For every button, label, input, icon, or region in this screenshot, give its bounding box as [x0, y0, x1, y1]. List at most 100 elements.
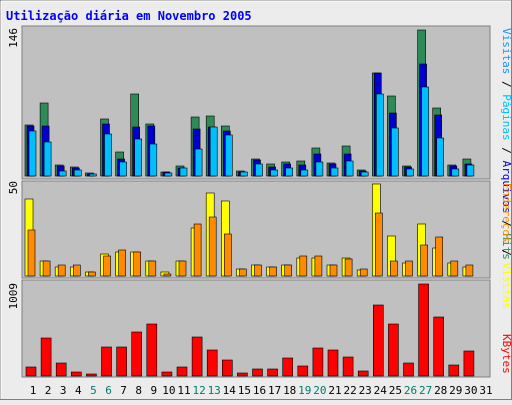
sites-bar	[254, 264, 262, 277]
kbytes-bar	[101, 346, 112, 377]
day-label: 1	[30, 384, 37, 397]
day-label: 7	[120, 384, 127, 397]
kbytes-bar	[55, 362, 67, 377]
pages-bar	[255, 163, 263, 177]
kbytes-bar	[206, 349, 218, 377]
chart-title: Utilização diária em Novembro 2005	[6, 9, 252, 23]
pages-bar	[89, 173, 97, 177]
bar-layer	[24, 29, 475, 377]
pages-bar	[74, 169, 82, 177]
bottom-panel-background	[21, 279, 491, 378]
middle-panel-legend: Endereços / Visitas	[500, 183, 512, 309]
sites-bar	[239, 268, 247, 277]
sites-bar	[405, 260, 413, 277]
sites-bar	[329, 264, 338, 277]
pages-bar	[194, 148, 203, 177]
day-label: 2	[45, 384, 52, 397]
day-label: 26	[404, 384, 417, 397]
day-label: 31	[479, 384, 492, 397]
day-label: 14	[223, 384, 237, 397]
sites-bar	[163, 273, 172, 277]
kbytes-bar	[388, 323, 399, 377]
sites-bar	[42, 260, 51, 277]
day-label: 10	[162, 384, 175, 397]
kbytes-bar	[71, 371, 82, 377]
kbytes-bar	[176, 366, 188, 377]
kbytes-bar	[222, 359, 233, 377]
sites-bar	[103, 255, 111, 277]
sites-bar	[57, 264, 66, 277]
sites-bar	[284, 264, 293, 277]
day-label: 11	[177, 384, 190, 397]
day-label: 5	[90, 384, 97, 397]
pages-bar	[421, 86, 429, 177]
legend-part: /	[500, 141, 512, 161]
day-label: 12	[192, 384, 205, 397]
pages-bar	[270, 169, 278, 177]
top-panel-ymax-label: 146	[7, 28, 20, 48]
day-label: 28	[434, 384, 447, 397]
kbytes-bar	[237, 372, 248, 377]
kbytes-bar	[357, 370, 369, 377]
day-label: 29	[449, 384, 462, 397]
sites-bar	[359, 268, 368, 277]
pages-bar	[179, 167, 188, 177]
x-axis-day-labels: 1 2 3 4 5 6 7 8 9 10 11 12 13 14 15 16 17 18 19 20 21 22 23 24 2…	[30, 384, 493, 397]
sites-bar	[133, 251, 141, 277]
day-label: 16	[253, 384, 266, 397]
pages-bar	[466, 164, 475, 177]
pages-bar	[58, 170, 67, 177]
pages-bar	[391, 127, 399, 177]
pages-bar	[360, 171, 369, 177]
sites-bar	[73, 264, 81, 277]
day-label: 27	[419, 384, 432, 397]
kbytes-bar	[146, 323, 158, 377]
sites-bar	[344, 258, 353, 277]
kbytes-bar	[342, 356, 354, 377]
legend-part: Arquivos	[500, 160, 512, 213]
day-label: 30	[464, 384, 477, 397]
pages-bar	[240, 171, 248, 177]
day-label: 23	[359, 384, 372, 397]
legend-part: Endereços	[500, 183, 512, 243]
sites-bar	[420, 244, 428, 277]
legend-part: /	[500, 243, 512, 263]
kbytes-bar	[403, 362, 414, 377]
top-panel-background	[21, 25, 491, 180]
legend-part: Visitas	[500, 28, 512, 74]
kbytes-bar	[116, 346, 127, 377]
kbytes-bar	[252, 368, 263, 377]
pages-bar	[134, 138, 142, 177]
pages-bar	[451, 168, 460, 177]
pages-bar	[209, 126, 218, 177]
sites-bar	[148, 260, 157, 277]
pages-bar	[330, 167, 339, 177]
day-label: 25	[389, 384, 402, 397]
pages-bar	[43, 141, 52, 177]
pages-bar	[345, 160, 354, 177]
legend-part: /	[500, 74, 512, 94]
sites-bar	[178, 260, 187, 277]
kbytes-bar	[161, 371, 173, 377]
kbytes-bar	[312, 347, 324, 377]
sites-bar	[435, 236, 444, 277]
legend-part: Visitas	[500, 262, 512, 308]
day-label: 13	[208, 384, 221, 397]
kbytes-bar	[40, 337, 52, 377]
legend-part: /	[500, 213, 512, 233]
pages-bar	[285, 167, 294, 177]
kbytes-bar	[327, 349, 339, 377]
sites-bar	[269, 266, 277, 277]
day-label: 24	[374, 384, 388, 397]
sites-bar	[88, 271, 96, 277]
kbytes-bar	[191, 336, 203, 377]
bottom-panel-legend: KBytes	[500, 334, 512, 374]
pages-bar	[28, 130, 37, 177]
kbytes-bar	[25, 366, 37, 377]
kbytes-bar	[297, 365, 309, 377]
day-label: 6	[105, 384, 112, 397]
pages-bar	[436, 137, 445, 177]
kbytes-bar	[448, 364, 460, 377]
